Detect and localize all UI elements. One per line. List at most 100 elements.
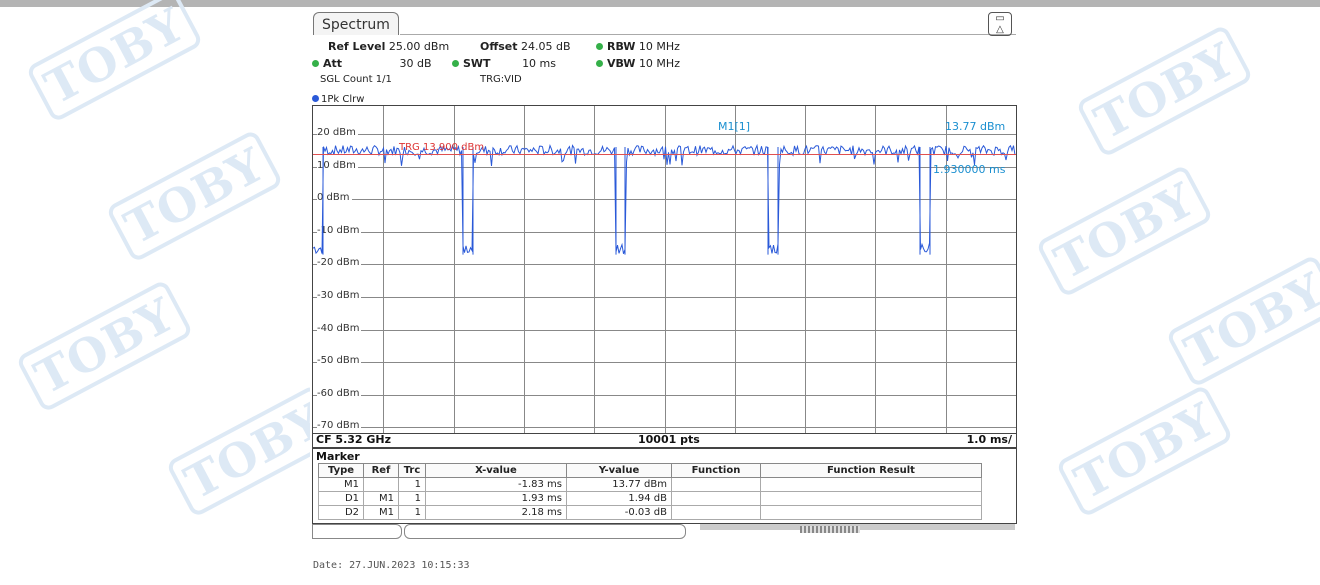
- col-ref: Ref: [363, 463, 399, 478]
- display-toggle-icon[interactable]: ▭ △: [988, 12, 1012, 36]
- grid-line-vertical: [523, 106, 525, 433]
- status-bar: [312, 524, 1015, 539]
- sweep-points: 10001 pts: [638, 433, 700, 446]
- ref-level-value: 25.00 dBm: [388, 40, 450, 53]
- watermark: TOBY: [1055, 383, 1234, 519]
- y-tick-label: 0 dBm: [317, 192, 352, 204]
- marker-y: 1.94 dB: [566, 491, 672, 506]
- offset-label: Offset: [480, 40, 518, 53]
- analyzer-screen: Spectrum ▭ △ Ref Level 25.00 dBm Offset 2…: [310, 10, 1018, 539]
- y-tick-label: -20 dBm: [317, 257, 362, 269]
- att-label: Att: [323, 57, 343, 70]
- marker-result: [760, 505, 982, 520]
- col-function-result: Function Result: [760, 463, 982, 478]
- swt-setting: SWT 10 ms: [452, 57, 556, 70]
- marker-result: [760, 491, 982, 506]
- rbw-label: RBW: [607, 40, 636, 53]
- trace-mode: 1Pk Clrw: [321, 94, 365, 105]
- grid-line-vertical: [945, 106, 947, 433]
- marker-y: -0.03 dB: [566, 505, 672, 520]
- swt-label: SWT: [463, 57, 491, 70]
- marker-trc: 1: [398, 477, 426, 492]
- marker-function: [671, 477, 761, 492]
- coupled-dot-icon: [596, 60, 603, 67]
- status-field[interactable]: [312, 524, 402, 539]
- marker-x: -1.83 ms: [425, 477, 567, 492]
- grid-line-vertical: [453, 106, 455, 433]
- y-tick-label: -60 dBm: [317, 387, 362, 399]
- marker-table: Type Ref Trc X-value Y-value Function Fu…: [318, 463, 982, 520]
- grid-line-vertical: [383, 106, 385, 433]
- marker-function: [671, 505, 761, 520]
- diagram-footer: CF 5.32 GHz 10001 pts 1.0 ms/: [312, 433, 1017, 448]
- y-tick-label: 20 dBm: [317, 127, 358, 138]
- rbw-setting: RBW 10 MHz: [596, 40, 680, 53]
- trace-color-dot: [312, 95, 319, 102]
- marker-ref: [363, 477, 399, 492]
- marker-ref: M1: [363, 505, 399, 520]
- marker-m1-value: 13.77 dBm: [945, 120, 1006, 133]
- coupled-dot-icon: [312, 60, 319, 67]
- y-tick-label: -70 dBm: [317, 420, 362, 432]
- watermark: TOBY: [1035, 163, 1214, 299]
- marker-type: D2: [318, 505, 364, 520]
- swt-value: 10 ms: [522, 57, 557, 70]
- vbw-setting: VBW 10 MHz: [596, 57, 680, 70]
- table-row[interactable]: M1 1 -1.83 ms 13.77 dBm: [318, 477, 982, 492]
- table-row[interactable]: D1 M1 1 1.93 ms 1.94 dB: [318, 491, 982, 506]
- y-tick-label: -40 dBm: [317, 322, 362, 334]
- coupled-dot-icon: [452, 60, 459, 67]
- vbw-label: VBW: [607, 57, 636, 70]
- y-tick-label: -30 dBm: [317, 290, 362, 301]
- status-message-field[interactable]: [404, 524, 686, 539]
- ref-level-label: Ref Level: [328, 40, 386, 53]
- rbw-value: 10 MHz: [638, 40, 680, 53]
- marker-trc: 1: [398, 505, 426, 520]
- y-tick-label: 10 dBm: [317, 159, 358, 171]
- watermark: TOBY: [15, 278, 194, 414]
- marker-trc: 1: [398, 491, 426, 506]
- marker-x: 2.18 ms: [425, 505, 567, 520]
- marker-function: [671, 491, 761, 506]
- y-tick-label: -50 dBm: [317, 355, 362, 367]
- sweep-progress-indicator: [800, 526, 860, 533]
- grid-line-vertical: [875, 106, 877, 433]
- spectrum-diagram[interactable]: 20 dBm 10 dBm 0 dBm -10 dBm -20 dBm -30 dBm -4…: [312, 105, 1017, 434]
- trace-plot: [313, 143, 1016, 255]
- capture-date: Date: 27.JUN.2023 10:15:33: [313, 560, 470, 571]
- sgl-count: SGL Count 1/1: [320, 74, 392, 85]
- col-x-value: X-value: [425, 463, 567, 478]
- top-border: [0, 0, 1320, 7]
- tab-divider: [400, 34, 1016, 35]
- grid-line-vertical: [664, 106, 666, 433]
- col-trc: Trc: [398, 463, 426, 478]
- marker-ref: M1: [363, 491, 399, 506]
- marker-table-panel: Marker Type Ref Trc X-value Y-value Func…: [312, 448, 1017, 524]
- col-type: Type: [318, 463, 364, 478]
- trace-label: 1Pk Clrw: [312, 94, 364, 105]
- trigger-line: [313, 153, 1016, 155]
- tab-spectrum[interactable]: Spectrum: [313, 12, 399, 35]
- offset-setting: Offset 24.05 dB: [480, 40, 571, 53]
- marker-result: [760, 477, 982, 492]
- col-function: Function: [671, 463, 761, 478]
- att-value: 30 dB: [399, 57, 432, 70]
- grid-line-vertical: [805, 106, 807, 433]
- ref-level-setting: Ref Level 25.00 dBm: [328, 40, 449, 53]
- coupled-dot-icon: [596, 43, 603, 50]
- trigger-mode: TRG:VID: [480, 74, 522, 85]
- marker-m1-label: M1[1]: [718, 120, 751, 133]
- table-row[interactable]: D2 M1 1 2.18 ms -0.03 dB: [318, 505, 982, 520]
- watermark: TOBY: [1075, 23, 1254, 159]
- marker-x: 1.93 ms: [425, 491, 567, 506]
- time-per-division: 1.0 ms/: [966, 433, 1012, 446]
- center-frequency: CF 5.32 GHz: [316, 433, 392, 446]
- watermark: TOBY: [1165, 253, 1320, 389]
- watermark: TOBY: [105, 128, 284, 264]
- watermark: TOBY: [25, 0, 204, 124]
- trace-line: [313, 143, 1016, 255]
- grid-line-vertical: [594, 106, 596, 433]
- y-tick-label: -10 dBm: [317, 224, 362, 236]
- marker-d1-result: 1.930000 ms: [933, 163, 1006, 176]
- marker-table-title: Marker: [316, 450, 360, 463]
